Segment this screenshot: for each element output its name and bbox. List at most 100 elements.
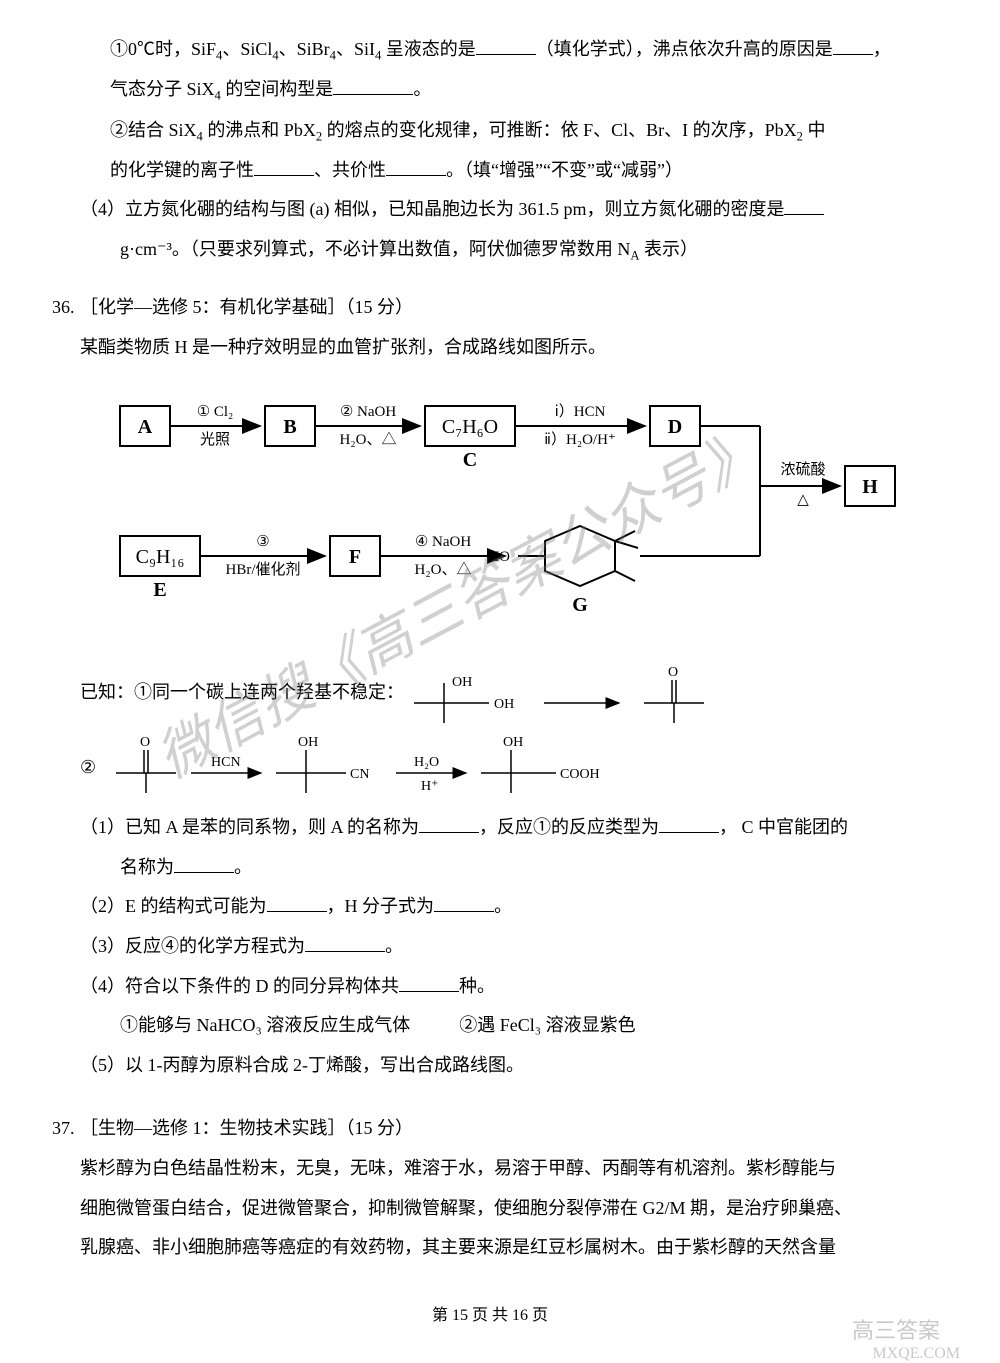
svg-text:CN: CN <box>350 767 369 782</box>
text: 、共价性 <box>314 160 386 180</box>
svg-text:B: B <box>283 416 296 438</box>
text: 的熔点的变化规律，可推断：依 F、Cl、Br、I 的次序，PbX <box>322 120 797 140</box>
svg-text:G: G <box>572 594 588 616</box>
blank <box>659 814 719 833</box>
text: （4）符合以下条件的 D 的同分异构体共 <box>80 976 399 996</box>
q36-p1: （1）已知 A 是苯的同系物，则 A 的名称为 ，反应①的反应类型为 ， C 中官能… <box>40 808 940 848</box>
svg-text:④ NaOH: ④ NaOH <box>415 534 472 550</box>
blank <box>267 893 327 912</box>
text: 已知：①同一个碳上连两个羟基不稳定： <box>80 673 404 713</box>
q36-intro: 某酯类物质 H 是一种疗效明显的血管扩张剂，合成路线如图所示。 <box>40 328 940 368</box>
known-2: ② O HCN OH CN H₂O H⁺ <box>40 728 940 808</box>
text: （3）反应④的化学方程式为 <box>80 936 305 956</box>
text: 。 <box>385 936 403 956</box>
text: ， <box>873 39 891 59</box>
question-title: ［化学—选修 5：有机化学基础］（15 分） <box>80 297 413 317</box>
blank <box>833 36 873 55</box>
svg-text:A: A <box>138 416 153 438</box>
text: ①0℃时，SiF <box>110 39 216 59</box>
q-prev-part4: （4）立方氮化硼的结构与图 (a) 相似，已知晶胞边长为 361.5 pm，则立… <box>40 190 940 270</box>
text: 。（填“增强”“不变”或“减弱”） <box>446 160 683 180</box>
svg-text:HO: HO <box>488 549 510 565</box>
q37-body: 紫杉醇为白色结晶性粉末，无臭，无味，难溶于水，易溶于甲醇、丙酮等有机溶剂。紫杉醇… <box>40 1149 940 1268</box>
text: 表示） <box>640 239 699 259</box>
svg-text:OH: OH <box>503 735 523 750</box>
text: 。 <box>413 79 431 99</box>
text: （2）E 的结构式可能为 <box>80 896 267 916</box>
text: 。 <box>494 896 512 916</box>
page-footer: 第 15 页 共 16 页 <box>40 1298 940 1333</box>
question-36: 36. ［化学—选修 5：有机化学基础］（15 分） <box>40 288 940 328</box>
text: （4）立方氮化硼的结构与图 (a) 相似，已知晶胞边长为 361.5 pm，则立… <box>80 199 784 219</box>
svg-text:D: D <box>668 416 682 438</box>
text: 的化学键的离子性 <box>110 160 254 180</box>
text: ，反应①的反应类型为 <box>479 817 659 837</box>
text: 乳腺癌、非小细胞肺癌等癌症的有效药物，其主要来源是红豆杉属树木。由于紫杉醇的天然… <box>80 1228 940 1268</box>
svg-text:COOH: COOH <box>560 767 600 782</box>
svg-text:③: ③ <box>256 534 269 550</box>
blank <box>434 893 494 912</box>
text: 气态分子 SiX <box>110 79 215 99</box>
text: （1）已知 A 是苯的同系物，则 A 的名称为 <box>80 817 419 837</box>
svg-text:H₂O、△: H₂O、△ <box>415 561 472 578</box>
text: 中 <box>803 120 826 140</box>
blank <box>386 157 446 176</box>
question-number: 36. <box>52 288 75 328</box>
svg-text:F: F <box>349 546 361 568</box>
text: 某酯类物质 H 是一种疗效明显的血管扩张剂，合成路线如图所示。 <box>80 337 606 357</box>
text: ①能够与 NaHCO₃ 溶液反应生成气体 <box>120 1015 410 1035</box>
svg-text:△: △ <box>797 492 809 508</box>
text: 种。 <box>459 976 495 996</box>
text: 、SiBr <box>279 39 330 59</box>
text: （5）以 1-丙醇为原料合成 2-丁烯酸，写出合成路线图。 <box>80 1055 524 1075</box>
svg-text:OH: OH <box>452 675 472 690</box>
svg-text:HBr/催化剂: HBr/催化剂 <box>225 561 300 578</box>
svg-text:ⅰ）HCN: ⅰ）HCN <box>555 403 606 420</box>
svg-text:H: H <box>862 476 878 498</box>
svg-text:浓硫酸: 浓硫酸 <box>780 461 825 478</box>
q-prev-continued: ①0℃时，SiF4、SiCl4、SiBr4、SiI4 呈液态的是（填化学式），沸… <box>40 30 940 190</box>
text: ， C 中官能团的 <box>719 817 848 837</box>
reaction-diagram-1: OH OH O <box>404 658 764 728</box>
q36-p4-conditions: ①能够与 NaHCO₃ 溶液反应生成气体 ②遇 FeCl₃ 溶液显紫色 <box>40 1006 940 1046</box>
question-title: ［生物—选修 1：生物技术实践］（15 分） <box>80 1118 413 1138</box>
q36-p1-cont: 名称为。 <box>40 848 940 888</box>
text: ，H 分子式为 <box>327 896 435 916</box>
svg-text:O: O <box>140 735 150 750</box>
svg-text:E: E <box>153 579 166 601</box>
svg-text:① Cl₂: ① Cl₂ <box>197 404 234 420</box>
text: 的空间构型是 <box>221 79 334 99</box>
svg-text:C: C <box>463 449 477 471</box>
svg-text:C₉H₁₆: C₉H₁₆ <box>136 546 185 568</box>
line: ②结合 SiX4 的沸点和 PbX2 的熔点的变化规律，可推断：依 F、Cl、B… <box>110 111 940 151</box>
svg-text:光照: 光照 <box>200 431 230 448</box>
svg-text:OH: OH <box>494 697 514 712</box>
svg-text:HCN: HCN <box>211 755 241 770</box>
blank <box>333 76 413 95</box>
svg-text:O: O <box>668 665 678 680</box>
q36-p4: （4）符合以下条件的 D 的同分异构体共 种。 <box>40 967 940 1007</box>
text: 细胞微管蛋白结合，促进微管聚合，抑制微管解聚，使细胞分裂停滞在 G2/M 期，是… <box>80 1189 940 1229</box>
blank <box>399 973 459 992</box>
line: ①0℃时，SiF4、SiCl4、SiBr4、SiI4 呈液态的是（填化学式），沸… <box>110 30 940 70</box>
exam-page: ①0℃时，SiF4、SiCl4、SiBr4、SiI4 呈液态的是（填化学式），沸… <box>0 0 1000 1363</box>
q36-p5: （5）以 1-丙醇为原料合成 2-丁烯酸，写出合成路线图。 <box>40 1046 940 1086</box>
svg-text:OH: OH <box>298 735 318 750</box>
line: g·cm⁻³。（只要求列算式，不必计算出数值，阿伏伽德罗常数用 NA 表示） <box>80 230 940 270</box>
text: 、SiCl <box>222 39 272 59</box>
q36-p2: （2）E 的结构式可能为 ，H 分子式为 。 <box>40 887 940 927</box>
known-1: 已知：①同一个碳上连两个羟基不稳定： OH OH O <box>40 658 940 728</box>
question-number: 37. <box>52 1109 75 1149</box>
line: （4）立方氮化硼的结构与图 (a) 相似，已知晶胞边长为 361.5 pm，则立… <box>80 190 940 230</box>
svg-text:C₇H₆O: C₇H₆O <box>442 416 498 438</box>
blank <box>174 854 234 873</box>
text: g·cm⁻³。（只要求列算式，不必计算出数值，阿伏伽德罗常数用 N <box>120 239 630 259</box>
line: 的化学键的离子性 、共价性 。（填“增强”“不变”或“减弱”） <box>110 151 940 191</box>
text: 的沸点和 PbX <box>203 120 316 140</box>
reaction-diagram-2: O HCN OH CN H₂O H⁺ OH COOH <box>106 728 666 808</box>
text: 、SiI <box>336 39 375 59</box>
text: ②遇 FeCl₃ 溶液显紫色 <box>459 1015 635 1035</box>
svg-text:H₂O: H₂O <box>414 755 439 770</box>
q36-p3: （3）反应④的化学方程式为 。 <box>40 927 940 967</box>
svg-text:H⁺: H⁺ <box>421 779 439 794</box>
